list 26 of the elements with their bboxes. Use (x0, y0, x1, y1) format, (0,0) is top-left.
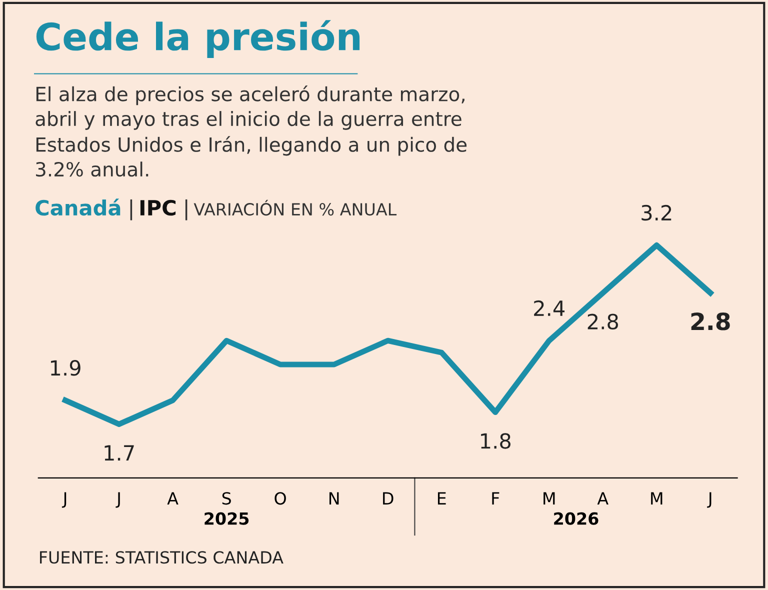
data-label: 1.7 (104, 445, 134, 460)
x-tick-label: D (383, 492, 394, 504)
x-tick-label: S (222, 492, 231, 505)
data-label: 2.4 (534, 300, 565, 316)
x-tick-label: J (116, 492, 120, 508)
chart-title: Cede la presión (36, 20, 360, 58)
x-tick-label: O (274, 492, 286, 505)
source-note: FUENTE: STATISTICS CANADA (40, 551, 284, 564)
data-label: 3.2 (642, 204, 672, 221)
x-tick-label: N (329, 492, 339, 504)
data-label: 2.8 (691, 312, 730, 330)
data-label: 1.9 (51, 360, 80, 376)
chart-subtitle: El alza de precios se aceleró durante marzo, abril y mayo tras el inicio de la guerra entre Estados Unidos e Irán, llegando a un pico de 3.2% anual. (36, 86, 467, 177)
text: 2026 (554, 512, 598, 525)
x-tick-label: F (492, 492, 500, 504)
x-tick-label: A (167, 492, 178, 504)
x-tick-label: E (438, 492, 446, 504)
data-label: 1.8 (481, 433, 510, 449)
data-label: 2.8 (588, 314, 618, 330)
x-tick-label: J (62, 492, 66, 508)
x-tick-label: M (651, 492, 662, 504)
x-tick-label: A (597, 492, 608, 504)
x-tick-label: J (707, 492, 712, 508)
text: 2025 (204, 512, 249, 525)
x-tick-label: M (544, 492, 555, 504)
y-axis-title: Canadá | IPC | VARIACIÓN EN % ANUAL (36, 198, 397, 220)
